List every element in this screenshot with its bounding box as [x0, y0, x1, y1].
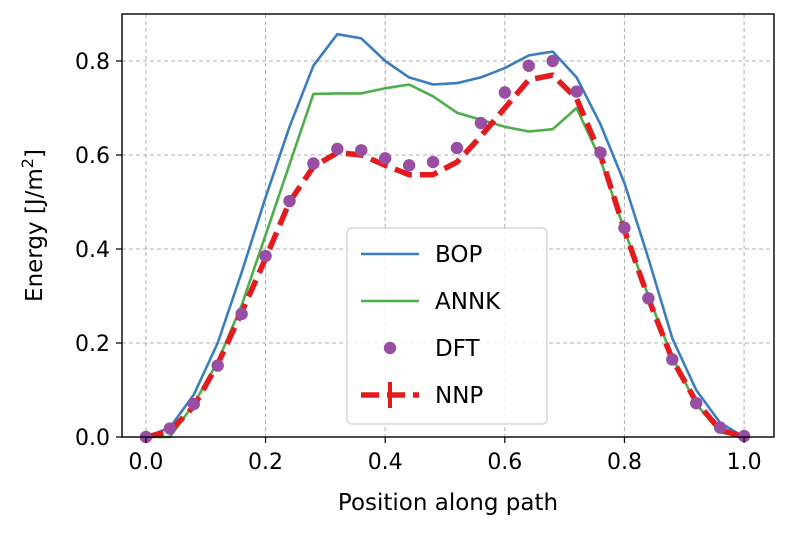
- dft-point: [163, 422, 177, 435]
- legend-label-annk: ANNK: [435, 289, 501, 315]
- legend-item-nnp: NNP: [361, 382, 483, 409]
- x-axis-label: Position along path: [338, 490, 558, 516]
- plot-area: [139, 32, 751, 444]
- dft-point: [690, 396, 703, 410]
- dft-point: [594, 146, 607, 159]
- legend-label-bop: BOP: [435, 242, 482, 268]
- dft-point: [570, 85, 583, 98]
- dft-point: [666, 353, 679, 366]
- dft-point: [450, 141, 464, 155]
- nnp-series-line: [145, 72, 745, 440]
- dft-point: [402, 159, 416, 172]
- bop-series-line: [145, 32, 745, 439]
- dft-point: [259, 249, 272, 263]
- dft-point: [713, 421, 727, 434]
- y-tick-label: 0.4: [75, 238, 110, 263]
- x-tick-label: 0.0: [128, 450, 163, 475]
- dft-point: [307, 157, 320, 170]
- dft-point: [618, 221, 631, 235]
- legend-box: [346, 227, 548, 425]
- legend-label-dft: DFT: [435, 336, 481, 362]
- x-tick-label: 0.6: [487, 450, 522, 475]
- axes-ticks: 0.0 0.2 0.4 0.6 0.8 1.0 0.0 0.2 0.4 0.6 0.8: [75, 50, 762, 475]
- legend-item-dft: DFT: [383, 336, 481, 362]
- dft-point: [426, 155, 440, 169]
- legend-swatch-dft: [383, 341, 397, 355]
- y-axis-label-suffix: ]: [22, 149, 48, 158]
- dft-point: [331, 142, 344, 156]
- y-tick-label: 0.0: [75, 426, 110, 451]
- y-tick-label: 0.2: [75, 332, 110, 357]
- legend: BOP ANNK DFT NNP: [346, 227, 548, 425]
- dft-point: [378, 152, 392, 165]
- x-tick-label: 1.0: [727, 450, 762, 475]
- dft-point: [737, 429, 751, 443]
- y-axis-label-superscript: 2: [18, 158, 37, 168]
- dft-point: [522, 59, 535, 72]
- dft-point: [211, 359, 224, 372]
- y-axis-label-main: Energy [J/m: [22, 168, 48, 302]
- x-tick-label: 0.8: [607, 450, 642, 475]
- y-tick-label: 0.8: [75, 50, 110, 75]
- x-tick-label: 0.4: [368, 450, 403, 475]
- dft-point: [283, 194, 296, 208]
- dft-point: [235, 307, 248, 321]
- dft-point: [355, 144, 368, 157]
- legend-item-bop: BOP: [361, 242, 482, 268]
- dft-point: [498, 86, 512, 99]
- dft-point: [546, 54, 559, 68]
- legend-label-nnp: NNP: [435, 383, 483, 409]
- dft-point: [187, 397, 200, 411]
- x-tick-label: 0.2: [248, 450, 283, 475]
- legend-item-annk: ANNK: [361, 289, 501, 315]
- plot-frame: [121, 13, 775, 438]
- dft-point: [642, 292, 655, 305]
- y-axis-label: Energy [J/m2]: [18, 149, 48, 302]
- dft-point: [474, 116, 488, 130]
- y-tick-label: 0.6: [75, 144, 110, 169]
